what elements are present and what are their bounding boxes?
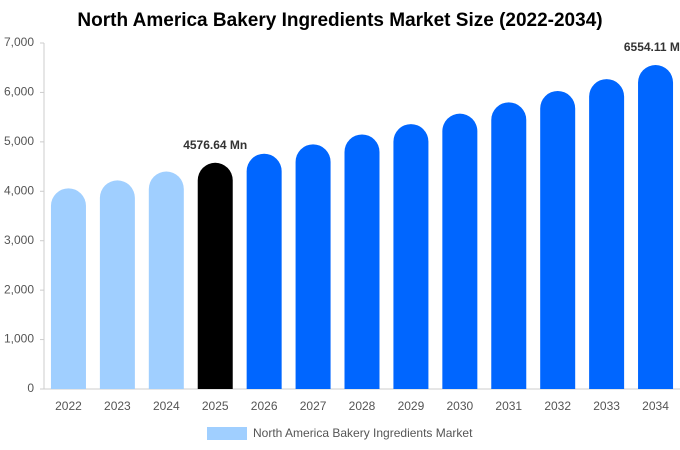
bar [246, 153, 282, 389]
x-tick-label: 2032 [544, 399, 571, 413]
bar [589, 79, 625, 390]
x-tick-label: 2026 [251, 399, 278, 413]
legend-label: North America Bakery Ingredients Market [253, 426, 473, 440]
x-tick-label: 2023 [104, 399, 131, 413]
y-tick-label: 4,000 [4, 183, 34, 197]
value-label: 4576.64 Mn [183, 138, 247, 152]
y-tick-label: 0 [27, 381, 34, 395]
x-tick-label: 2028 [349, 399, 376, 413]
x-tick-label: 2033 [593, 399, 620, 413]
bar [99, 180, 135, 389]
bar [393, 124, 429, 389]
bar [148, 171, 184, 389]
y-tick-label: 3,000 [4, 233, 34, 247]
y-tick-label: 1,000 [4, 332, 34, 346]
y-tick-label: 7,000 [4, 35, 34, 49]
bar [638, 65, 674, 389]
y-tick-label: 2,000 [4, 282, 34, 296]
x-tick-label: 2024 [153, 399, 180, 413]
bar [491, 102, 527, 390]
chart-title: North America Bakery Ingredients Market … [77, 10, 602, 31]
x-tick-label: 2030 [446, 399, 473, 413]
x-tick-label: 2022 [55, 399, 82, 413]
bar [50, 188, 86, 389]
bar [295, 144, 331, 389]
bar [344, 134, 380, 389]
value-label: 6554.11 Mn [624, 40, 680, 54]
y-tick-label: 6,000 [4, 85, 34, 99]
x-tick-label: 2025 [202, 399, 229, 413]
bar [540, 90, 576, 390]
x-tick-label: 2029 [398, 399, 425, 413]
legend-swatch [207, 427, 247, 440]
x-tick-label: 2031 [495, 399, 522, 413]
bar [197, 162, 233, 389]
x-tick-label: 2027 [300, 399, 327, 413]
bar [442, 113, 478, 389]
x-tick-label: 2034 [642, 399, 669, 413]
y-tick-label: 5,000 [4, 134, 34, 148]
